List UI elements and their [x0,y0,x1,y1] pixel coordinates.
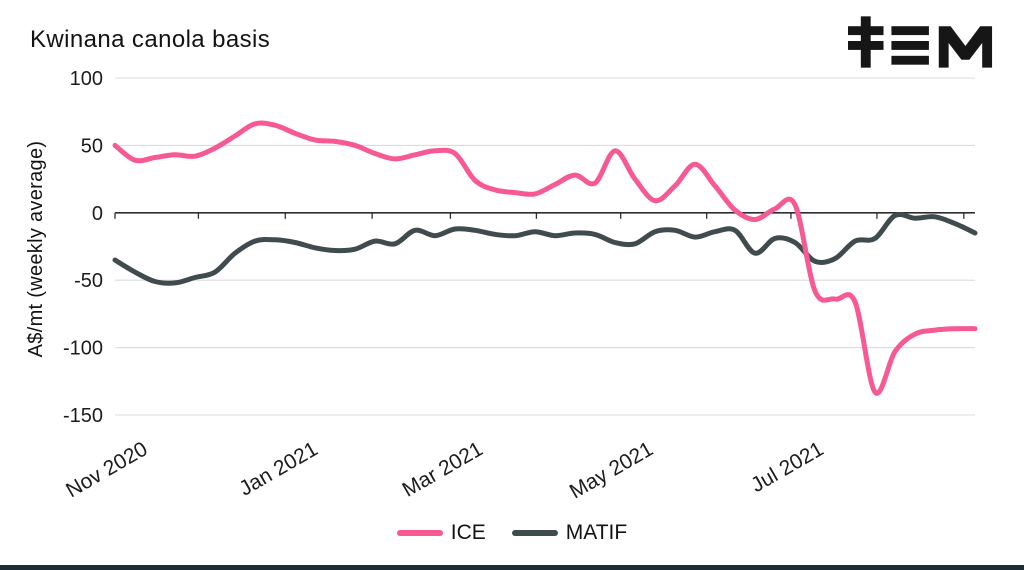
y-tick-label: 0 [92,203,103,225]
legend-item-matif: MATIF [511,521,628,545]
series-line-ice [112,120,978,396]
logo-t-bar-2 [848,41,884,50]
x-tick-label: May 2021 [566,437,657,503]
logo-t-bar-1 [848,26,884,36]
chart-title: Kwinana canola basis [30,26,271,53]
x-tick-label: Jul 2021 [747,437,827,497]
y-tick-label: -50 [74,270,103,292]
logo-e-bar-3 [891,55,929,65]
logo-e-bar-1 [891,26,929,36]
legend-item-ice: ICE [396,521,486,545]
x-tick-label: Mar 2021 [399,437,487,501]
legend-label-ice: ICE [450,521,486,544]
legend-label-matif: MATIF [565,521,628,544]
y-tick-label: -100 [63,338,103,360]
logo-m [938,26,993,68]
y-tick-label: 50 [81,135,103,157]
ice-line-swatch [396,530,443,536]
tem-logo [848,16,993,68]
series-line-matif [112,211,978,286]
chart-legend: ICE MATIF [0,521,1024,545]
footer-bar [0,565,1024,570]
y-tick-label: -150 [63,405,103,427]
x-tick-label: Nov 2020 [62,437,151,502]
y-tick-label: 100 [70,68,103,90]
x-tick-label: Jan 2021 [235,437,321,500]
matif-line-swatch [511,530,558,536]
logo-e-bar-2 [891,41,929,50]
